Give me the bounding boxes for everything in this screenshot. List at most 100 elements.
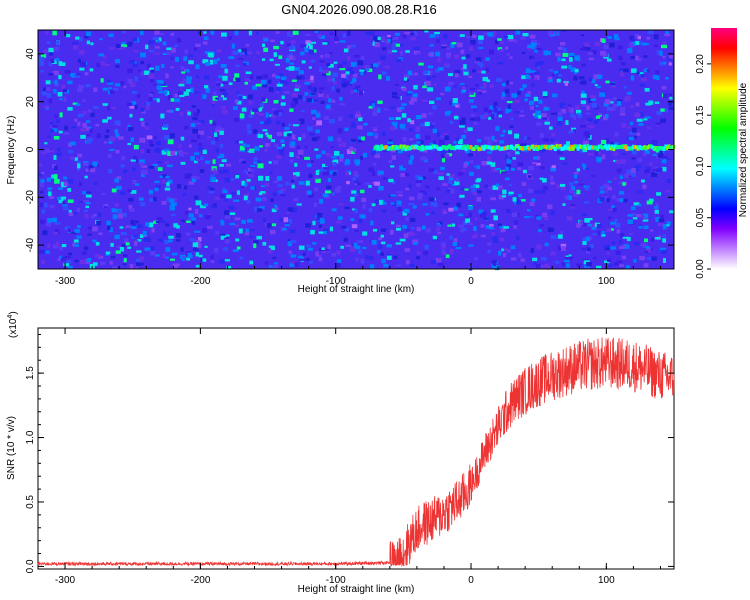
heatmap-cell <box>408 159 413 165</box>
signal-cell <box>383 145 387 150</box>
heatmap-cell <box>452 242 457 246</box>
heatmap-cell <box>165 247 171 252</box>
heatmap-cell <box>166 47 173 51</box>
heatmap-cell <box>607 186 612 191</box>
heatmap-cell <box>467 222 473 225</box>
heatmap-cell <box>57 258 63 261</box>
heatmap-cell <box>505 108 512 112</box>
heatmap-cell <box>194 195 199 200</box>
heatmap-cell <box>291 179 295 184</box>
heatmap-cell <box>267 118 272 124</box>
heatmap-cell <box>51 174 57 179</box>
signal-cell <box>544 144 548 149</box>
heatmap-cell <box>483 32 489 35</box>
heatmap-cell <box>61 256 66 260</box>
heatmap-cell <box>572 115 577 120</box>
heatmap-cell <box>129 60 135 64</box>
heatmap-cell <box>171 198 178 202</box>
heatmap-cell <box>337 64 343 69</box>
heatmap-cell <box>244 82 248 85</box>
heatmap-cell <box>276 132 283 136</box>
heatmap-cell <box>277 190 284 194</box>
heatmap-cell <box>341 82 347 88</box>
heatmap-cell <box>314 111 321 115</box>
heatmap-cell <box>660 250 667 254</box>
heatmap-cell <box>420 156 427 161</box>
heatmap-cell <box>576 168 580 172</box>
xtick-label: 0 <box>468 276 474 287</box>
heatmap-cell <box>144 70 150 75</box>
signal-cell <box>578 144 582 149</box>
heatmap-cell <box>140 52 146 58</box>
heatmap-cell <box>84 72 89 76</box>
heatmap-cell <box>395 242 402 245</box>
heatmap-cell <box>352 208 357 211</box>
heatmap-cell <box>629 121 633 126</box>
heatmap-cell <box>325 94 330 99</box>
heatmap-cell <box>222 97 227 101</box>
heatmap-cell <box>350 122 356 128</box>
heatmap-cell <box>56 152 62 157</box>
heatmap-cell <box>346 81 353 86</box>
heatmap-cell <box>505 46 509 50</box>
heatmap-cell <box>129 105 135 109</box>
heatmap-cell <box>547 30 553 35</box>
heatmap-cell <box>635 164 641 169</box>
heatmap-cell <box>236 246 241 250</box>
heatmap-cell <box>127 68 133 74</box>
heatmap-cell <box>569 182 574 187</box>
heatmap-cell <box>162 174 167 178</box>
heatmap-cell <box>198 146 203 151</box>
heatmap-cell <box>491 114 495 119</box>
signal-cell <box>466 144 470 149</box>
heatmap-cell <box>263 47 269 52</box>
heatmap-cell <box>544 263 550 269</box>
heatmap-cell <box>130 137 134 142</box>
heatmap-cell <box>291 79 297 82</box>
heatmap-cell <box>38 171 42 177</box>
heatmap-cell <box>495 39 499 45</box>
heatmap-cell <box>427 87 434 92</box>
heatmap-cell <box>291 57 296 61</box>
heatmap-cell <box>622 236 629 239</box>
heatmap-cell <box>285 58 290 63</box>
heatmap-cell <box>67 265 73 269</box>
heatmap-cell <box>320 100 325 104</box>
heatmap-cell <box>290 254 297 258</box>
heatmap-cell <box>299 258 306 261</box>
heatmap-cell <box>332 162 337 167</box>
heatmap-cell <box>158 90 164 94</box>
heatmap-cell <box>135 258 142 262</box>
heatmap-cell <box>315 136 321 140</box>
heatmap-cell <box>302 96 306 101</box>
heatmap-cell <box>81 251 87 255</box>
heatmap-cell <box>153 98 158 101</box>
heatmap-cell <box>570 113 575 118</box>
heatmap-cell <box>206 225 213 229</box>
heatmap-cell <box>115 133 120 138</box>
heatmap-cell <box>490 162 496 167</box>
heatmap-cell <box>613 103 618 108</box>
heatmap-cell <box>198 130 205 135</box>
signal-cell <box>662 147 666 151</box>
heatmap-cell <box>254 130 258 133</box>
heatmap-cell <box>213 59 218 65</box>
heatmap-cell <box>141 170 148 175</box>
heatmap-cell <box>473 121 478 125</box>
heatmap-cell <box>593 256 597 260</box>
heatmap-cell <box>191 178 197 183</box>
heatmap-cell <box>500 95 505 100</box>
heatmap-cell <box>316 212 323 218</box>
heatmap-cell <box>287 207 293 212</box>
heatmap-cell <box>425 80 431 86</box>
heatmap-cell <box>529 55 534 60</box>
heatmap-cell <box>86 134 91 136</box>
heatmap-cell <box>501 248 505 252</box>
heatmap-cell <box>538 114 542 119</box>
heatmap-cell <box>310 229 315 235</box>
heatmap-cell <box>580 34 585 37</box>
heatmap-cell <box>626 169 632 174</box>
heatmap-cell <box>567 106 572 112</box>
heatmap-cell <box>215 137 219 141</box>
